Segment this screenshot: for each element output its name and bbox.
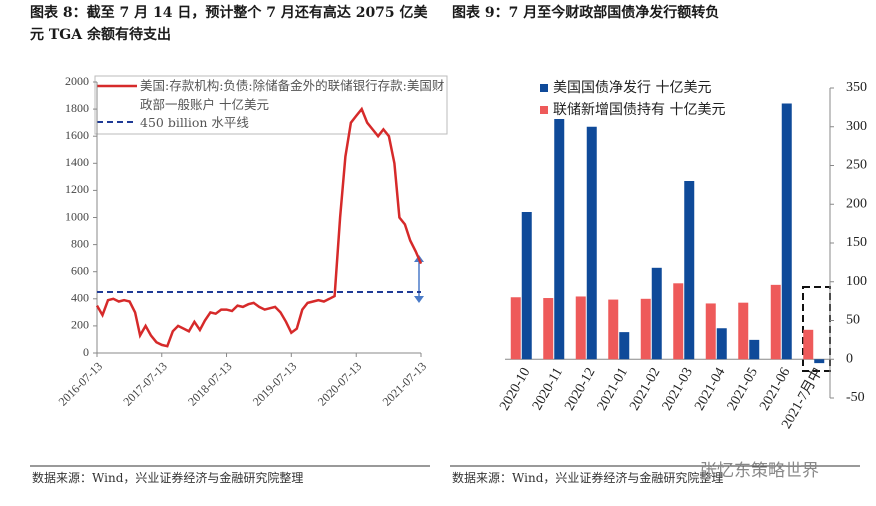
bar [716, 328, 727, 360]
y-tick-label: 0 [83, 345, 89, 359]
watermark: 张忆东策略世界 [700, 461, 819, 481]
x-tick-label: 2021-02 [627, 365, 663, 413]
bar [543, 298, 554, 360]
y-tick-label: 2000 [65, 74, 89, 88]
x-tick-label: 2018-07-13 [185, 359, 234, 408]
bar [554, 119, 565, 360]
y-tick-label: 300 [846, 119, 867, 134]
y-tick-label: 150 [846, 235, 867, 250]
bar [705, 303, 716, 360]
x-tick-label: 2020-07-13 [315, 359, 364, 408]
x-tick-label: 2016-07-13 [56, 359, 105, 408]
bar [803, 329, 814, 360]
y-tick-label: 1200 [65, 182, 89, 196]
bar [521, 212, 532, 360]
x-tick-label: 2019-07-13 [250, 359, 299, 408]
y-tick-label: 250 [846, 158, 867, 173]
bar [640, 298, 651, 360]
bar [684, 181, 695, 360]
x-tick-label: 2021-05 [725, 365, 761, 413]
bar [814, 359, 825, 364]
legend-swatch [540, 106, 548, 114]
x-tick-label: 2021-03 [660, 365, 696, 413]
x-tick-label: 2017-07-13 [120, 359, 169, 408]
chart-title: 图表 8：截至 7 月 14 日，预计整个 7 月还有高达 2075 亿美元 T… [30, 5, 428, 43]
legend-label: 450 billion 水平线 [140, 115, 249, 130]
x-tick-label: 2020-11 [530, 365, 566, 412]
y-tick-label: 350 [846, 80, 867, 95]
y-tick-label: 200 [846, 196, 867, 211]
y-tick-label: 400 [71, 291, 89, 305]
bar [510, 297, 521, 360]
y-tick-label: 200 [71, 318, 89, 332]
legend-box [94, 75, 448, 135]
legend-swatch [540, 84, 548, 92]
bar [651, 267, 662, 360]
source: 数据来源：Wind，兴业证券经济与金融研究院整理 [32, 471, 304, 485]
x-tick-label: 2021-04 [692, 365, 728, 413]
source: 数据来源：Wind，兴业证券经济与金融研究院整理 [452, 471, 724, 485]
bar [749, 339, 760, 360]
x-tick-label: 2020-12 [562, 365, 598, 413]
y-tick-label: 1000 [65, 209, 89, 223]
legend-label: 美国:存款机构:负债:除储备金外的联储银行存款:美国财政部一般账户 十亿美元 [140, 78, 445, 112]
x-tick-label: 2021-01 [595, 365, 631, 413]
line-series [95, 106, 423, 348]
bar [586, 126, 597, 360]
y-tick-label: 50 [846, 313, 860, 328]
y-tick-label: 100 [846, 274, 867, 289]
legend-label: 美国国债净发行 十亿美元 [553, 80, 712, 96]
y-tick-label: 800 [71, 236, 89, 250]
chart-title: 图表 9：7 月至今财政部国债净发行额转负 [452, 5, 720, 21]
bar [575, 296, 586, 360]
x-tick-label: 2021-06 [757, 365, 793, 413]
bar [619, 332, 630, 360]
x-tick-label: 2020-10 [497, 365, 533, 413]
y-tick-label: 600 [71, 263, 89, 277]
y-tick-label: 1600 [65, 128, 89, 142]
y-tick-label: 1400 [65, 155, 89, 169]
x-tick-label: 2021-07-13 [380, 359, 429, 408]
bar [673, 283, 684, 360]
y-tick-label: -50 [846, 390, 865, 405]
bar [781, 103, 792, 360]
y-tick-label: 1800 [65, 101, 89, 115]
y-tick-label: 0 [846, 351, 853, 366]
legend-label: 联储新增国债持有 十亿美元 [553, 102, 726, 118]
bar [738, 302, 749, 360]
bar [608, 299, 619, 360]
bar [770, 284, 781, 360]
